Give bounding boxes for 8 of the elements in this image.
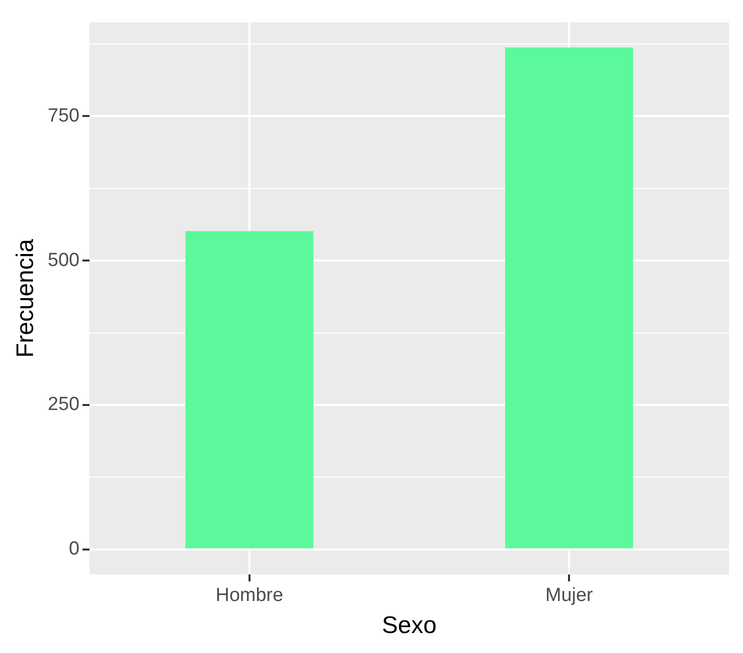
x-axis-title: Sexo [382,612,437,640]
y-tick-label: 250 [48,394,80,416]
x-tick-label: Hombre [216,585,284,606]
y-tick-label: 0 [68,538,80,560]
y-axis-title: Frecuencia [12,238,40,358]
y-tick-label: 750 [48,105,80,126]
y-tick-label: 500 [48,250,80,271]
x-tick-label: Mujer [545,585,594,606]
